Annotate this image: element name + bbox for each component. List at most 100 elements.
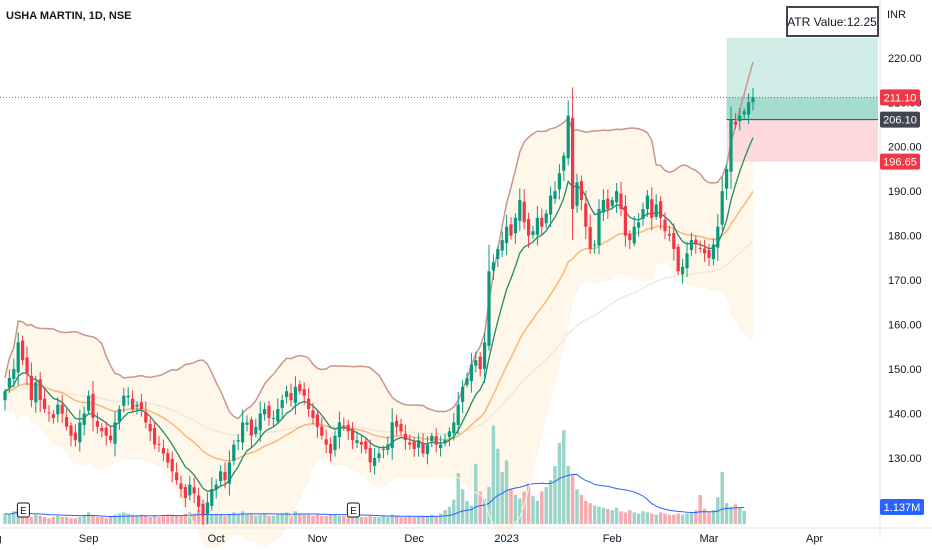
volume-bar (95, 517, 100, 524)
candle (540, 208, 544, 236)
candle (197, 487, 201, 513)
volume-bar (390, 514, 394, 524)
candle (729, 106, 733, 189)
volume-bar (676, 513, 680, 524)
candle (315, 411, 319, 438)
candle (421, 433, 425, 458)
position-zones (726, 37, 878, 162)
volume-ma-line (4, 473, 745, 518)
candle (276, 398, 280, 425)
candle (329, 437, 333, 462)
candle (60, 394, 64, 423)
candle (395, 414, 399, 436)
candle (192, 477, 196, 504)
volume-bar (188, 512, 192, 524)
volume-bar (284, 512, 289, 524)
volume-bar (548, 480, 553, 524)
candle (738, 107, 742, 131)
candle (179, 475, 183, 498)
volume-bar (421, 515, 425, 524)
candle (12, 358, 16, 388)
volume-bar (51, 517, 56, 524)
candle (188, 476, 192, 501)
volume-bar (386, 517, 390, 524)
candle (562, 152, 566, 181)
svg-text:E: E (350, 506, 357, 517)
candle (73, 424, 77, 447)
svg-text:211.10: 211.10 (884, 92, 917, 104)
candle (337, 411, 341, 449)
volume-bar (460, 489, 465, 524)
candle (25, 346, 29, 386)
volume-bar (232, 512, 236, 524)
volume-bar (108, 517, 113, 524)
candle (513, 213, 517, 245)
candle (615, 183, 619, 213)
volume-bar (416, 515, 421, 524)
candle (245, 415, 249, 432)
candle (29, 362, 33, 408)
volume-bar (663, 513, 667, 524)
candle (557, 164, 561, 200)
volume-bar (672, 514, 676, 524)
volume-bar (680, 514, 685, 524)
volume-bar (78, 517, 82, 524)
volume-bar (139, 514, 144, 524)
x-tick-label: Aug (0, 533, 2, 545)
y-tick-label: 150.00 (888, 364, 922, 376)
candle (87, 390, 91, 414)
volume-bar (104, 518, 108, 524)
candle (38, 372, 42, 413)
candlesticks[interactable] (3, 87, 755, 525)
y-tick-label: 160.00 (888, 320, 922, 332)
candle (496, 246, 500, 267)
volume-bar (496, 448, 500, 524)
candle (672, 223, 676, 261)
volume-bar (399, 517, 403, 524)
candle (650, 187, 654, 231)
volume-bar (38, 515, 42, 524)
volume-bar (434, 515, 438, 524)
volume-bar (302, 514, 306, 524)
candle (654, 194, 658, 220)
volume-bar (42, 517, 47, 524)
candle (645, 189, 649, 217)
candle (390, 408, 394, 460)
candle (381, 445, 385, 459)
volume-bar (412, 517, 416, 524)
price-axis[interactable]: 120.00130.00140.00150.00160.00170.00180.… (879, 0, 922, 538)
volume-bar (267, 515, 271, 524)
candle (518, 188, 522, 232)
candle (417, 433, 421, 457)
candle (263, 402, 267, 421)
volume-bar (658, 512, 663, 524)
candle (267, 400, 271, 426)
chart-title: USHA MARTIN, 1D, NSE (6, 10, 132, 22)
candle (104, 421, 108, 446)
volume-bar (544, 486, 548, 524)
volume-bar (73, 518, 78, 524)
volume-bar (557, 442, 562, 524)
candle (324, 430, 328, 454)
volume-bar (694, 510, 698, 524)
candle (610, 196, 614, 210)
volume-bar (161, 515, 166, 524)
volume-bar (685, 513, 689, 524)
price-tag-stop: 196.65 (880, 153, 920, 170)
y-tick-label: 220.00 (888, 53, 922, 65)
volume-bar (7, 514, 12, 524)
candle (707, 244, 711, 266)
candle (747, 93, 751, 125)
candle (351, 422, 355, 450)
candle (593, 240, 597, 254)
volume-bar (518, 498, 522, 524)
volume-bar (372, 517, 377, 524)
candle (355, 431, 359, 448)
volume-bar (592, 505, 597, 524)
volume-bar (245, 513, 249, 524)
candle (170, 451, 174, 483)
time-axis[interactable]: Aug Sep Oct Nov Dec 2023 Feb Mar Apr (0, 527, 932, 545)
volume-bar (438, 513, 443, 524)
